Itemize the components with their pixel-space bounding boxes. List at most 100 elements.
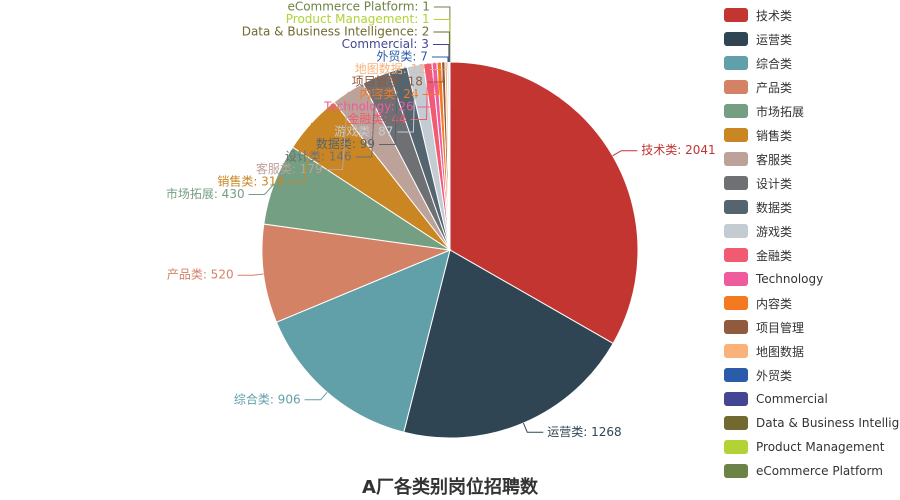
label-line-2 <box>304 391 328 401</box>
legend-item-7[interactable]: 设计类 <box>724 171 900 195</box>
legend-item-10[interactable]: 金融类 <box>724 243 900 267</box>
legend-item-6[interactable]: 客服类 <box>724 147 900 171</box>
legend-swatch <box>724 464 748 478</box>
legend-item-3[interactable]: 产品类 <box>724 75 900 99</box>
label-line-5 <box>288 122 312 183</box>
data-label-18: Product Management: 1 <box>286 12 430 26</box>
legend-swatch <box>724 200 748 214</box>
legend-label: 地图数据 <box>756 344 805 359</box>
label-line-0 <box>612 150 638 157</box>
data-label-0: 技术类: 2041 <box>641 143 715 157</box>
data-label-16: Commercial: 3 <box>342 37 429 51</box>
legend-swatch <box>724 32 748 46</box>
legend-label: 综合类 <box>756 56 793 71</box>
label-line-6 <box>326 91 349 170</box>
legend-swatch <box>724 176 748 190</box>
data-label-8: 数据类: 99 <box>316 136 375 151</box>
legend: 技术类运营类综合类产品类市场拓展销售类客服类设计类数据类游戏类金融类 Techno… <box>724 3 900 483</box>
legend-label: 游戏类 <box>756 224 793 239</box>
legend-swatch <box>724 248 748 262</box>
label-line-12 <box>422 62 440 95</box>
pie-slice-0[interactable] <box>449 61 639 345</box>
legend-swatch <box>724 296 748 310</box>
legend-label: 运营类 <box>756 32 793 47</box>
label-line-3 <box>237 273 264 276</box>
label-line-10 <box>410 63 429 120</box>
legend-label: 市场拓展 <box>756 104 805 119</box>
label-line-15 <box>431 56 449 63</box>
legend-item-17[interactable]: Data & Business Intelligence <box>724 411 900 435</box>
legend-swatch <box>724 56 748 70</box>
legend-item-2[interactable]: 综合类 <box>724 51 900 75</box>
data-label-10: 金融类: 44 <box>347 111 406 126</box>
legend-label: Product Management <box>756 440 885 454</box>
legend-item-5[interactable]: 销售类 <box>724 123 900 147</box>
legend-item-13[interactable]: 项目管理 <box>724 315 900 339</box>
label-line-7 <box>355 77 377 158</box>
legend-label: 设计类 <box>756 176 793 191</box>
label-line-13 <box>426 62 444 83</box>
data-label-1: 运营类: 1268 <box>547 425 621 439</box>
legend-label: Data & Business Intelligence <box>756 416 900 430</box>
legend-item-11[interactable]: Technology <box>724 267 900 291</box>
data-label-17: Data & Business Intelligence: 2 <box>242 25 430 39</box>
legend-label: 外贸类 <box>756 368 793 383</box>
legend-swatch <box>724 152 748 166</box>
legend-swatch <box>724 104 748 118</box>
legend-label: 销售类 <box>756 128 793 143</box>
data-label-14: 地图数据: 12 <box>355 61 426 76</box>
legend-item-18[interactable]: Product Management <box>724 435 900 459</box>
legend-swatch <box>724 80 748 94</box>
label-line-9 <box>397 65 416 133</box>
data-label-9: 游戏类: 87 <box>334 125 393 139</box>
label-line-8 <box>379 69 399 145</box>
legend-item-9[interactable]: 游戏类 <box>724 219 900 243</box>
data-label-3: 产品类: 520 <box>167 268 234 282</box>
legend-label: eCommerce Platform <box>756 464 883 478</box>
legend-item-16[interactable]: Commercial <box>724 387 900 411</box>
legend-swatch <box>724 224 748 238</box>
data-label-13: 项目管理: 18 <box>352 74 423 89</box>
label-line-1 <box>522 422 544 433</box>
legend-label: 内容类 <box>756 296 793 311</box>
label-line-16 <box>432 44 450 62</box>
legend-label: Technology <box>756 272 824 286</box>
legend-label: 项目管理 <box>756 320 805 335</box>
legend-swatch <box>724 320 748 334</box>
legend-item-4[interactable]: 市场拓展 <box>724 99 900 123</box>
label-line-11 <box>417 62 435 108</box>
data-label-7: 设计类: 146 <box>285 150 352 164</box>
legend-swatch <box>724 272 748 286</box>
legend-item-14[interactable]: 地图数据 <box>724 339 900 363</box>
legend-item-8[interactable]: 数据类 <box>724 195 900 219</box>
legend-label: 产品类 <box>756 80 793 95</box>
legend-swatch <box>724 8 748 22</box>
legend-swatch <box>724 368 748 382</box>
label-line-18 <box>433 19 451 62</box>
data-label-11: Technology: 26 <box>323 100 413 114</box>
pie-slice-3[interactable] <box>261 223 452 323</box>
legend-item-0[interactable]: 技术类 <box>724 3 900 27</box>
data-label-5: 销售类: 319 <box>217 174 284 189</box>
data-label-19: eCommerce Platform: 1 <box>287 0 429 14</box>
data-label-15: 外贸类: 7 <box>376 50 428 64</box>
legend-swatch <box>724 416 748 430</box>
legend-label: 技术类 <box>756 8 793 23</box>
pie-slice-1[interactable] <box>403 249 614 439</box>
legend-swatch <box>724 392 748 406</box>
legend-item-19[interactable]: eCommerce Platform <box>724 459 900 483</box>
data-label-2: 综合类: 906 <box>234 391 301 406</box>
legend-swatch <box>724 440 748 454</box>
legend-label: 金融类 <box>756 248 793 263</box>
chart-title: A厂各类别岗位招聘数 <box>362 477 538 498</box>
legend-label: 数据类 <box>756 200 793 215</box>
label-line-14 <box>429 61 447 70</box>
legend-item-1[interactable]: 运营类 <box>724 27 900 51</box>
label-line-4 <box>248 183 275 195</box>
legend-label: Commercial <box>756 392 828 406</box>
pie-slice-2[interactable] <box>275 249 451 433</box>
legend-item-12[interactable]: 内容类 <box>724 291 900 315</box>
legend-item-15[interactable]: 外贸类 <box>724 363 900 387</box>
